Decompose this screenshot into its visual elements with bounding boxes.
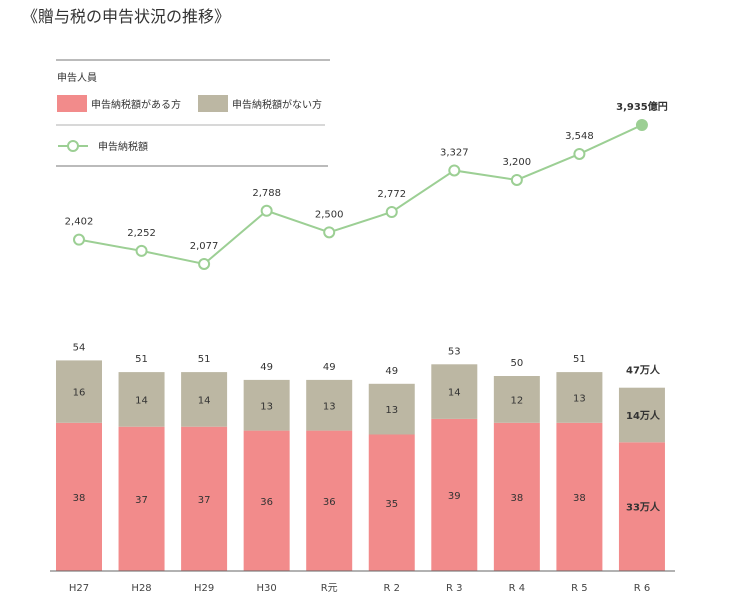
tax-amount-point [635, 119, 648, 131]
legend-label-line: 申告納税額 [98, 140, 148, 153]
bar-label-total: 51 [135, 354, 148, 365]
legend-label-with-tax: 申告納税額がある方 [91, 98, 181, 111]
bar-with-tax [556, 422, 603, 571]
legend-swatch-without-tax [198, 95, 228, 112]
bar-with-tax [368, 434, 415, 571]
legend-swatch-with-tax [57, 95, 87, 112]
bar-label-total: 47万人 [626, 364, 661, 377]
bar-label-with-tax: 37 [198, 495, 211, 506]
bar-with-tax [306, 430, 353, 571]
bar-label-without-tax: 16 [73, 388, 86, 399]
bar-without-tax [618, 387, 665, 443]
bar-without-tax [493, 376, 540, 423]
bar-without-tax [556, 372, 603, 423]
bar-without-tax [181, 372, 228, 427]
bar-label-without-tax: 13 [573, 393, 586, 404]
tax-amount-point [573, 147, 586, 160]
bar-without-tax [243, 379, 290, 431]
bar-label-without-tax: 14 [198, 395, 211, 406]
tax-amount-label: 2,402 [65, 217, 94, 228]
bar-label-total: 49 [260, 362, 273, 373]
bar-with-tax [118, 426, 165, 571]
tax-amount-label: 2,252 [127, 228, 156, 239]
bar-label-without-tax: 12 [510, 395, 523, 406]
bar-label-total: 49 [323, 362, 336, 373]
x-tick-label: H27 [69, 583, 89, 594]
bar-label-with-tax: 38 [73, 493, 86, 504]
bar-label-with-tax: 36 [260, 497, 273, 508]
x-tick-label: R 4 [509, 583, 526, 594]
bar-label-without-tax: 13 [385, 405, 398, 416]
legend-line-marker [67, 140, 79, 152]
tax-amount-point [260, 204, 273, 217]
bar-label-total: 51 [573, 354, 586, 365]
bar-with-tax [493, 422, 540, 571]
bar-with-tax [181, 426, 228, 571]
tax-amount-label: 3,935億円 [616, 100, 668, 113]
bar-label-with-tax: 33万人 [626, 501, 661, 514]
x-tick-label: H28 [131, 583, 151, 594]
bar-label-with-tax: 39 [448, 491, 461, 502]
bar-label-without-tax: 13 [323, 401, 336, 412]
tax-amount-point [323, 226, 336, 239]
tax-amount-point [448, 164, 461, 177]
legend-group-title: 申告人員 [57, 71, 97, 84]
bar-label-with-tax: 36 [323, 497, 336, 508]
bar-without-tax [431, 364, 478, 419]
bar-with-tax [431, 418, 478, 571]
tax-amount-point [385, 205, 398, 218]
tax-amount-point [73, 233, 85, 246]
tax-amount-label: 3,548 [565, 131, 594, 142]
bar-label-with-tax: 38 [573, 493, 586, 504]
tax-amount-point [510, 173, 523, 186]
bar-without-tax [306, 379, 353, 431]
bar-with-tax [618, 442, 665, 571]
bar-label-without-tax: 14 [448, 388, 461, 399]
x-tick-label: R元 [321, 583, 338, 594]
tax-amount-point [198, 257, 211, 270]
legend: 申告人員 申告納税額がある方 申告納税額がない方 申告納税額 [56, 59, 330, 167]
tax-amount-label: 3,200 [503, 157, 532, 168]
bar-label-with-tax: 37 [135, 495, 148, 506]
bar-without-tax [368, 383, 415, 435]
tax-amount-label: 2,500 [315, 209, 344, 220]
bar-label-without-tax: 14 [135, 395, 148, 406]
tax-amount-line [78, 124, 643, 266]
tax-amount-point [135, 244, 148, 257]
bar-label-total: 50 [510, 358, 523, 369]
x-tick-label: R 3 [446, 583, 463, 594]
x-tick-label: H30 [257, 583, 277, 594]
bar-label-without-tax: 14万人 [626, 409, 661, 422]
x-tick-label: R 2 [384, 583, 401, 594]
bar-label-with-tax: 35 [385, 499, 398, 510]
legend-label-without-tax: 申告納税額がない方 [232, 98, 322, 111]
chart-title: 《贈与税の申告状況の推移》 [22, 7, 230, 26]
tax-amount-label: 3,327 [440, 147, 469, 158]
x-tick-label: R 5 [571, 583, 588, 594]
bar-without-tax [118, 372, 165, 427]
bar-label-total: 54 [73, 342, 86, 353]
bar-label-without-tax: 13 [260, 401, 273, 412]
bar-label-total: 49 [385, 366, 398, 377]
bar-label-total: 51 [198, 354, 211, 365]
bar-label-with-tax: 38 [510, 493, 523, 504]
tax-amount-label: 2,077 [190, 241, 219, 252]
bar-without-tax [56, 360, 102, 423]
bar-with-tax [243, 430, 290, 571]
tax-amount-label: 2,772 [377, 189, 406, 200]
tax-amount-label: 2,788 [252, 188, 281, 199]
bar-with-tax [56, 422, 102, 571]
x-tick-label: H29 [194, 583, 214, 594]
x-tick-label: R 6 [634, 583, 651, 594]
bar-label-total: 53 [448, 346, 461, 357]
